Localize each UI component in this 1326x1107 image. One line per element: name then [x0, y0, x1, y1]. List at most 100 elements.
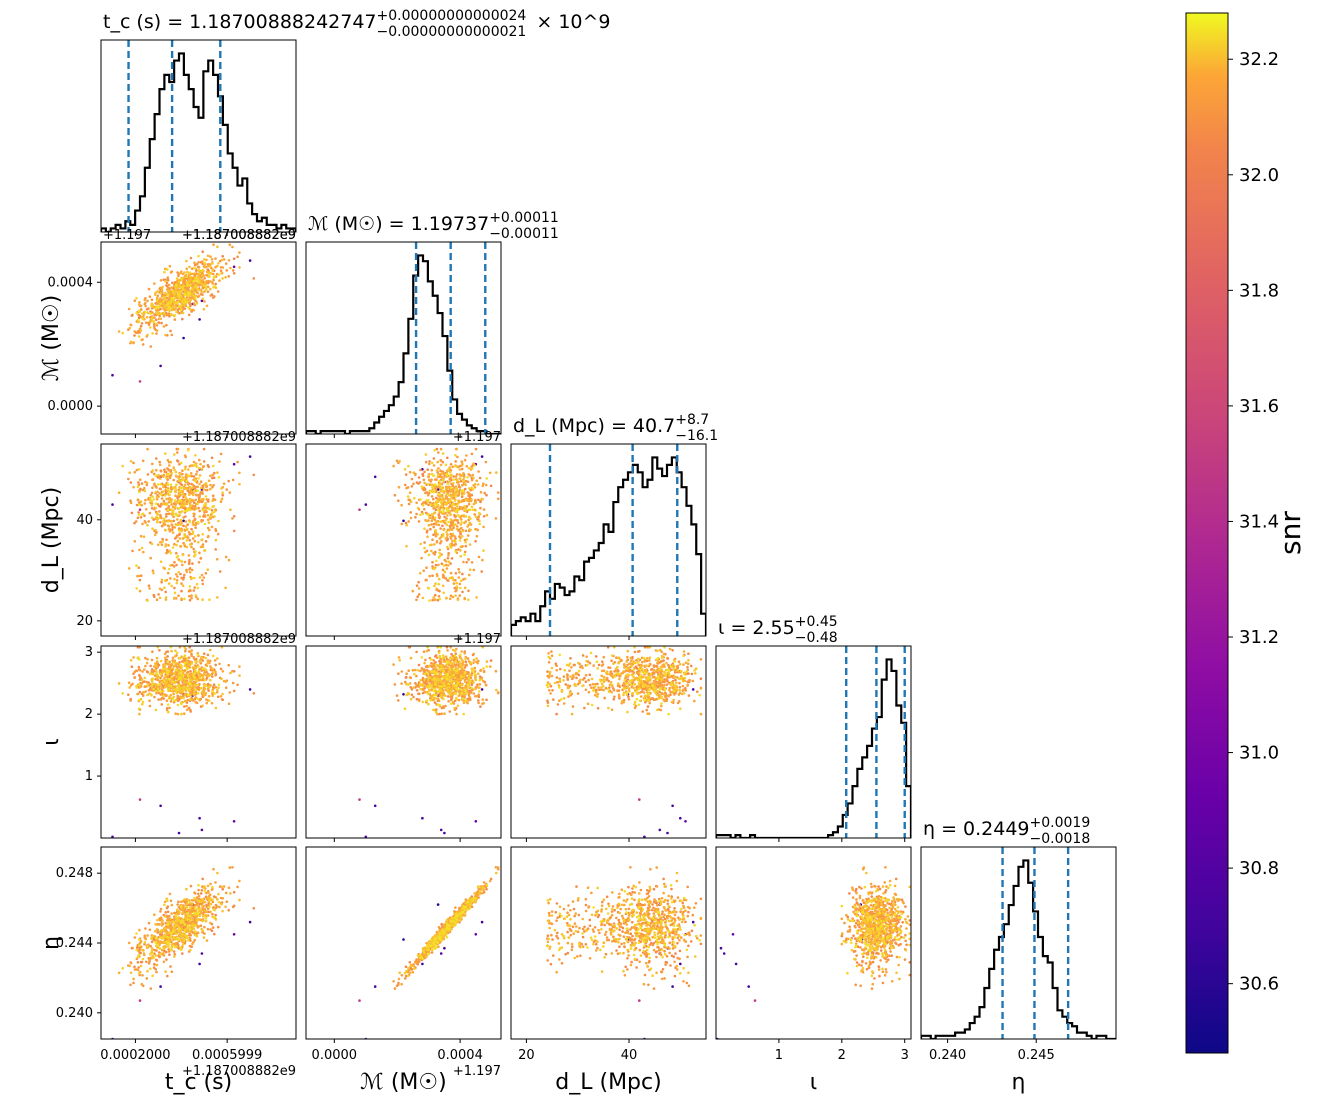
sample-point [224, 686, 228, 689]
sample-point [463, 686, 467, 689]
sample-point [442, 479, 446, 482]
sample-point [449, 512, 452, 516]
sample-point [181, 689, 185, 692]
sample-point [584, 680, 588, 683]
sample-point [445, 596, 448, 600]
sample-point [201, 490, 204, 494]
panel-frame [100, 443, 297, 637]
sample-point [460, 474, 464, 477]
sample-point [426, 468, 430, 472]
sample-point [460, 514, 464, 518]
sample-point [439, 664, 443, 667]
sample-point [408, 470, 412, 474]
sample-point [422, 501, 425, 504]
sample-point [195, 470, 199, 473]
sample-point [428, 683, 431, 687]
sample-point [430, 472, 434, 476]
sample-point [170, 523, 174, 526]
sample-point [182, 578, 185, 581]
sample-point [231, 517, 234, 520]
sample-point [392, 464, 395, 468]
sample-point [466, 534, 470, 537]
sample-point [162, 278, 166, 282]
sample-point [447, 520, 450, 524]
sample-point [449, 468, 453, 472]
sample-point [440, 562, 444, 565]
sample-point [150, 658, 154, 662]
sample-point [443, 712, 446, 715]
sample-point [457, 521, 460, 525]
sample-point [183, 535, 187, 538]
sample-point [127, 307, 131, 311]
sample-point [454, 692, 458, 696]
sample-point [600, 688, 603, 691]
sample-point [458, 672, 461, 676]
sample-point [421, 700, 425, 704]
sample-point [185, 668, 188, 671]
sample-point [159, 693, 163, 696]
sample-point [188, 278, 191, 282]
sample-point [155, 598, 159, 602]
sample-point [138, 303, 141, 307]
sample-point [431, 560, 434, 564]
sample-point [432, 567, 436, 571]
sample-point [175, 543, 178, 547]
sample-point [170, 286, 173, 289]
sample-point [218, 570, 222, 573]
sample-point [159, 302, 163, 305]
sample-point [130, 665, 134, 668]
sample-point [183, 504, 186, 507]
sample-point [459, 586, 462, 590]
sample-point [167, 710, 170, 714]
sample-point [583, 706, 586, 710]
sample-point [212, 683, 216, 686]
sample-point [170, 333, 174, 337]
sample-point [211, 667, 214, 670]
sample-point [444, 563, 448, 567]
sample-point [454, 460, 458, 463]
sample-point [407, 498, 411, 502]
sample-point [178, 656, 182, 660]
sample-point [188, 299, 191, 302]
sample-point [169, 500, 173, 504]
sample-point [435, 447, 439, 451]
sample-point [177, 831, 181, 835]
panel-tc-vs-tc [100, 39, 297, 236]
sample-point [429, 658, 433, 661]
sample-point [415, 689, 419, 692]
sample-point [415, 584, 419, 587]
sample-point [170, 649, 173, 653]
sample-point [158, 299, 162, 303]
sample-point [413, 672, 416, 676]
sample-point [571, 705, 575, 708]
sample-point [477, 693, 481, 697]
sample-point [469, 691, 473, 695]
sample-point [152, 571, 155, 575]
sample-point [159, 690, 163, 693]
sample-point [158, 460, 161, 464]
sample-point [449, 656, 452, 659]
sample-point [248, 259, 252, 262]
sample-point [177, 677, 181, 681]
sample-point [684, 686, 687, 690]
sample-point [144, 521, 147, 524]
sample-point [494, 669, 498, 673]
sample-point [410, 477, 414, 481]
sample-point [175, 483, 178, 487]
sample-point [192, 475, 196, 478]
histogram-dl [511, 456, 706, 636]
sample-point [188, 558, 191, 562]
sample-point [439, 695, 443, 699]
sample-point [171, 656, 175, 660]
sample-point [143, 486, 146, 490]
sample-point [191, 532, 195, 536]
sample-point [138, 578, 142, 582]
sample-point [138, 301, 141, 304]
sample-point [162, 314, 166, 318]
sample-point [193, 266, 196, 270]
sample-point [453, 499, 457, 503]
sample-point [213, 510, 216, 513]
sample-point [121, 692, 124, 695]
sample-point [464, 515, 468, 518]
sample-point [135, 564, 138, 567]
